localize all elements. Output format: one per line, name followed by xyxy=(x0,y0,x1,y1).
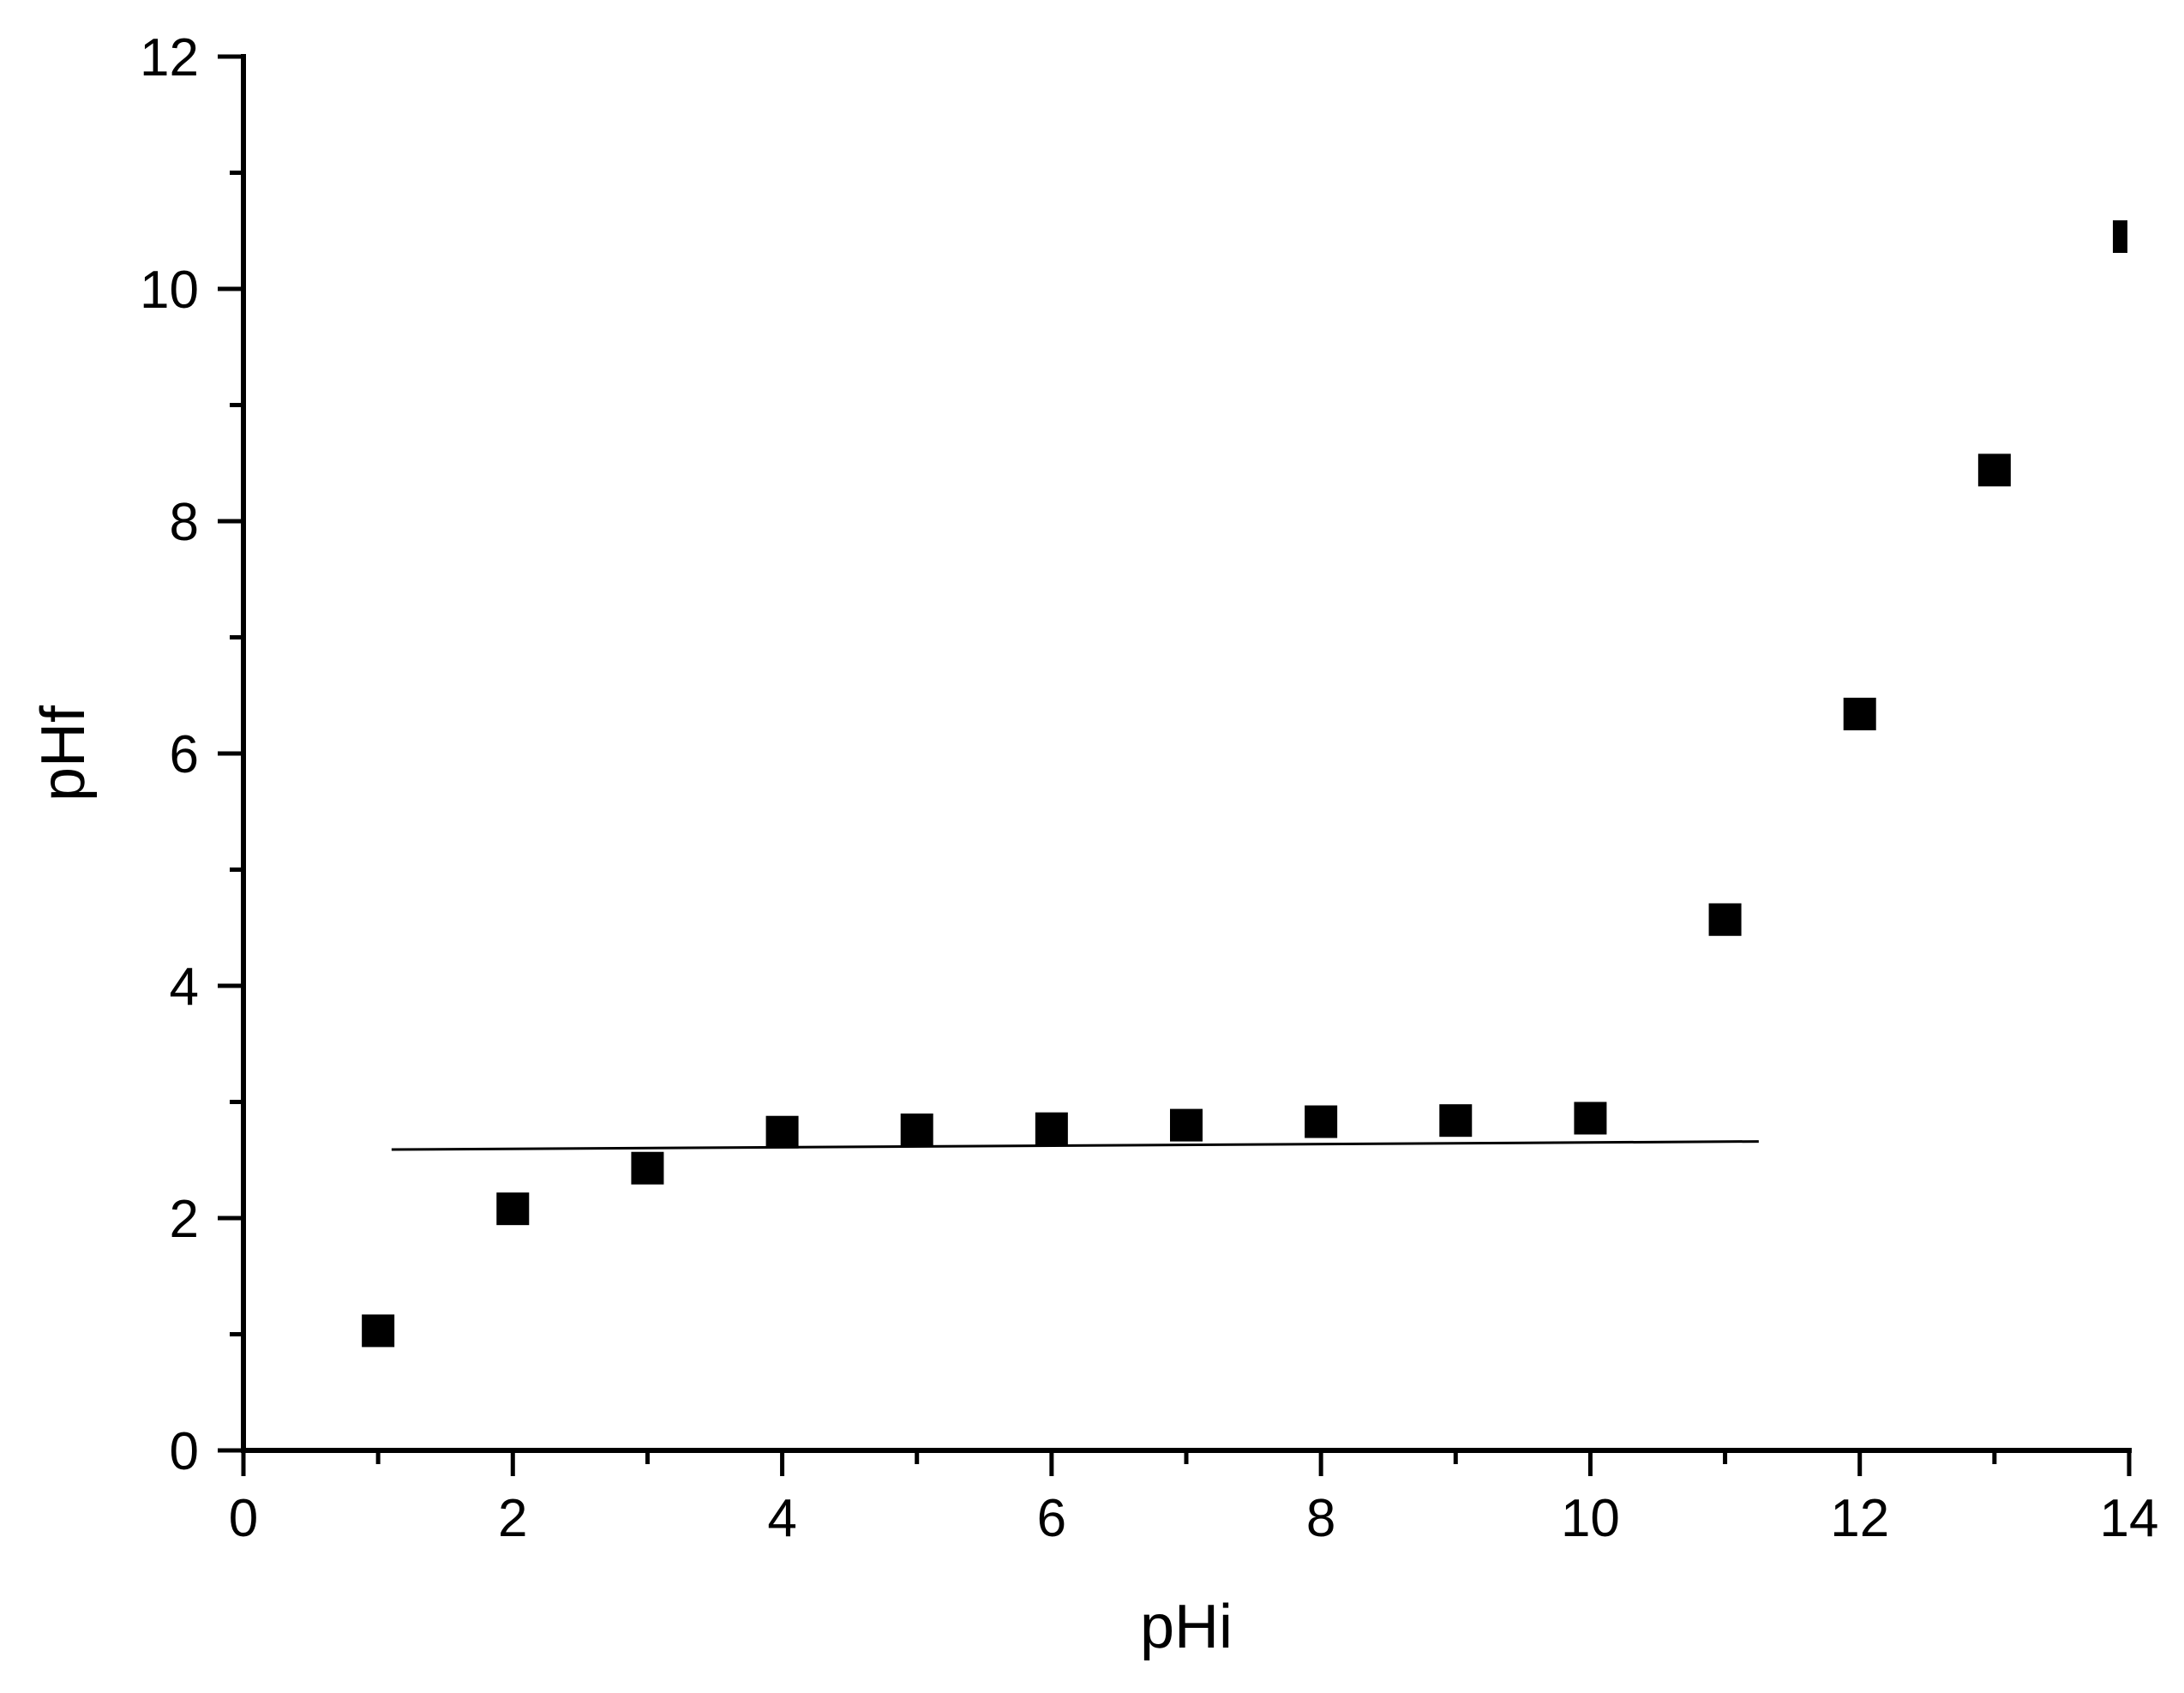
plot-area: 0 2 4 6 8 10 12 0 2 4 6 8 10 12 14 xyxy=(140,28,2158,1548)
y-tick-label: 12 xyxy=(140,28,199,87)
data-point xyxy=(765,1115,799,1149)
data-point xyxy=(496,1192,530,1226)
linear-fit-line xyxy=(391,1140,1759,1151)
data-point xyxy=(362,1314,395,1348)
x-tick-label: 6 xyxy=(1037,1489,1066,1548)
y-axis-ticks: 0 2 4 6 8 10 12 xyxy=(140,28,243,1481)
data-point xyxy=(1170,1108,1203,1142)
data-point xyxy=(1843,697,1876,730)
y-tick-label: 4 xyxy=(170,958,199,1017)
data-point xyxy=(900,1114,933,1147)
y-tick-label: 2 xyxy=(170,1190,199,1249)
data-point xyxy=(1574,1102,1607,1135)
data-point xyxy=(2113,220,2127,254)
x-tick-label: 8 xyxy=(1306,1489,1335,1548)
x-tick-label: 0 xyxy=(229,1489,258,1548)
x-tick-label: 10 xyxy=(1561,1489,1620,1548)
x-tick-label: 4 xyxy=(767,1489,796,1548)
data-point xyxy=(1035,1112,1068,1145)
x-axis-ticks: 0 2 4 6 8 10 12 14 xyxy=(229,1450,2159,1548)
data-points xyxy=(362,220,2127,1348)
data-point xyxy=(1439,1104,1473,1138)
y-axis-title: pHf xyxy=(29,705,98,801)
y-tick-label: 0 xyxy=(170,1422,199,1481)
y-tick-label: 8 xyxy=(170,493,199,552)
data-point xyxy=(1305,1105,1338,1138)
fit-line-layer xyxy=(391,1140,1759,1151)
x-tick-label: 14 xyxy=(2100,1489,2159,1548)
y-tick-label: 6 xyxy=(170,725,199,784)
x-tick-label: 12 xyxy=(1830,1489,1889,1548)
x-axis-title: pHi xyxy=(1140,1593,1233,1661)
y-tick-label: 10 xyxy=(140,261,199,320)
data-point xyxy=(1708,903,1742,936)
x-tick-label: 2 xyxy=(498,1489,527,1548)
data-point xyxy=(631,1151,664,1185)
data-point xyxy=(1977,453,2011,487)
